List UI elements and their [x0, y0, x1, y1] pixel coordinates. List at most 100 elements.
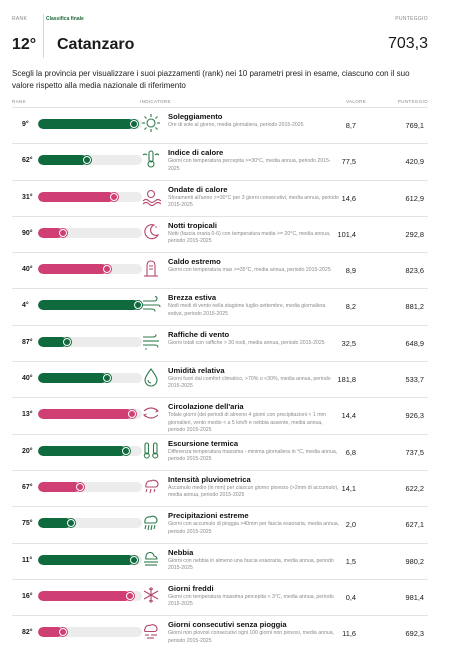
- rank-bar-fill: [38, 445, 127, 456]
- indicator-value: 8,2: [345, 302, 356, 312]
- indicator-score: 292,8: [405, 229, 425, 239]
- rank-bar-fill: [38, 264, 107, 275]
- rank-bar: [38, 119, 142, 129]
- rank-bar: [38, 518, 142, 529]
- indicator-description: Differenza temperatura massima - minima …: [168, 448, 338, 463]
- dry-days-icon: [141, 621, 161, 641]
- indicator-name: Raffiche di vento: [168, 329, 230, 339]
- indicator-value: 14,6: [341, 193, 356, 203]
- indicator-name: Intensità pluviometrica: [168, 474, 251, 484]
- rank-bar-knob: [102, 374, 111, 383]
- province-header: 12° Catanzaro 703,3: [12, 34, 428, 56]
- rank-bar-fill: [38, 191, 114, 202]
- section-label: Classifica finale: [46, 16, 84, 22]
- intro-text: Scegli la provincia per visualizzare i s…: [12, 69, 410, 90]
- table-row[interactable]: 82° Giorni consecutivi senza pioggia Giorn…: [12, 615, 428, 651]
- indicator-description: Notti (fascia oraria 0-6) con temperatur…: [168, 230, 331, 245]
- table-header: RANK INDICATORE VALORE PUNTEGGIO: [12, 99, 428, 107]
- rank-bar-fill: [38, 119, 134, 129]
- table-row[interactable]: 9° Soleggiamento Ore di sole al giorno, me…: [12, 107, 428, 143]
- row-rank: 40°: [22, 266, 33, 274]
- row-rank: 11°: [22, 556, 33, 564]
- table-row[interactable]: 11° Nebbia Giorni con nebbia in almeno una…: [12, 542, 428, 579]
- row-rank: 13°: [22, 411, 33, 419]
- indicator-description: Ore di sole al giorno, media giornaliera…: [168, 122, 304, 128]
- indicator-value: 2,0: [345, 520, 356, 530]
- rank-bar: [38, 481, 142, 492]
- table-row[interactable]: 87° Raffiche di vento Giorni totali con ra…: [12, 324, 428, 361]
- table-row[interactable]: 13° Circolazione dell'aria Totale giorni (…: [12, 397, 428, 433]
- row-rank: 9°: [22, 121, 29, 128]
- table-row[interactable]: 40° Caldo estremo Giorni con temperatura m…: [12, 252, 428, 288]
- indicator-value: 101,4: [337, 229, 357, 239]
- overall-rank: 12°: [12, 36, 37, 53]
- indicator-score: 420,9: [405, 157, 425, 167]
- rank-bar-fill: [38, 518, 72, 529]
- header-divider: [43, 14, 44, 58]
- indicator-value: 8,7: [345, 121, 356, 130]
- indicator-score: 769,1: [405, 121, 425, 130]
- rank-label: RANK: [12, 16, 28, 22]
- indicator-score: 881,2: [405, 302, 425, 312]
- column-rank: RANK: [12, 99, 26, 104]
- indicator-value: 14,4: [341, 411, 356, 421]
- province-name[interactable]: Catanzaro: [57, 36, 135, 53]
- wind-gust-icon: [141, 331, 161, 351]
- extreme-heat-icon: [141, 258, 161, 278]
- table-row[interactable]: 31° Ondate di calore Sforamenti all'anno >…: [12, 179, 428, 216]
- rain-intensity-icon: [141, 476, 161, 496]
- indicator-value: 32,5: [341, 338, 356, 348]
- table-row[interactable]: 16° Giorni freddi Giorni con temperatura m…: [12, 578, 428, 615]
- indicator-name: Giorni consecutivi senza pioggia: [168, 620, 287, 630]
- table-row[interactable]: 75° Precipitazioni estreme Giorni con accu…: [12, 506, 428, 542]
- row-rank: 16°: [22, 592, 33, 600]
- thermal-range-icon: [141, 440, 161, 460]
- rank-bar-fill: [38, 627, 63, 638]
- rank-bar-knob: [125, 591, 134, 600]
- indicator-name: Brezza estiva: [168, 293, 217, 303]
- rank-bar-fill: [38, 300, 139, 311]
- rank-bar-fill: [38, 590, 130, 601]
- table-row[interactable]: 62° Indice di calore Giorni con temperatur…: [12, 143, 428, 179]
- indicator-description: Nodi medi di vento nella stagione luglio…: [168, 303, 326, 317]
- air-circulation-icon: [141, 403, 161, 423]
- indicator-score: 627,1: [405, 520, 425, 530]
- rank-bar-knob: [58, 628, 67, 637]
- indicator-description: Accumulo medio (in mm) per ciascun giorn…: [168, 484, 339, 499]
- indicator-score: 612,9: [405, 193, 425, 203]
- row-rank: 4°: [22, 302, 29, 310]
- top-labels: RANK Classifica finale PUNTEGGIO: [12, 16, 428, 26]
- indicator-description: Giorni totali con raffiche > 30 nodi, me…: [168, 339, 325, 346]
- rank-bar: [38, 590, 142, 601]
- table-row[interactable]: 4° Brezza estiva Nodi medi di vento nella …: [12, 288, 428, 324]
- indicator-description: Totale giorni (dei periodi di almeno 4 g…: [168, 412, 326, 434]
- tropical-night-icon: [141, 222, 161, 242]
- rank-bar-knob: [129, 555, 138, 564]
- row-rank: 31°: [22, 193, 33, 201]
- table-row[interactable]: 20° Escursione termica Differenza temperat…: [12, 433, 428, 470]
- indicator-score: 692,3: [405, 629, 425, 639]
- extreme-rain-icon: [141, 512, 161, 532]
- score-label: PUNTEGGIO: [395, 16, 428, 22]
- rank-bar-fill: [38, 409, 132, 420]
- table-row[interactable]: 40° Umidità relativa Giorni fuori dal comf…: [12, 361, 428, 397]
- indicator-name: Escursione termica: [168, 438, 239, 448]
- row-rank: 67°: [22, 483, 33, 491]
- indicator-table: 9° Soleggiamento Ore di sole al giorno, me…: [12, 107, 428, 651]
- table-row[interactable]: 90° Notti tropicali Notti (fascia oraria 0…: [12, 215, 428, 252]
- rank-bar-knob: [127, 410, 136, 419]
- rank-bar-knob: [63, 337, 72, 346]
- row-rank: 20°: [22, 447, 33, 455]
- column-score: PUNTEGGIO: [397, 99, 428, 104]
- table-row[interactable]: 67° Intensità pluviometrica Accumulo medio…: [12, 469, 428, 506]
- indicator-score: 622,2: [405, 483, 425, 493]
- rank-bar: [38, 264, 142, 275]
- rank-bar-knob: [102, 265, 111, 274]
- rank-bar-knob: [82, 156, 91, 165]
- rank-bar-knob: [122, 446, 131, 455]
- row-rank: 90°: [22, 229, 33, 237]
- indicator-description: Giorni con accumulo di pioggia >40mm per…: [168, 521, 340, 535]
- indicator-name: Notti tropicali: [168, 220, 217, 230]
- indicator-name: Indice di calore: [168, 148, 224, 158]
